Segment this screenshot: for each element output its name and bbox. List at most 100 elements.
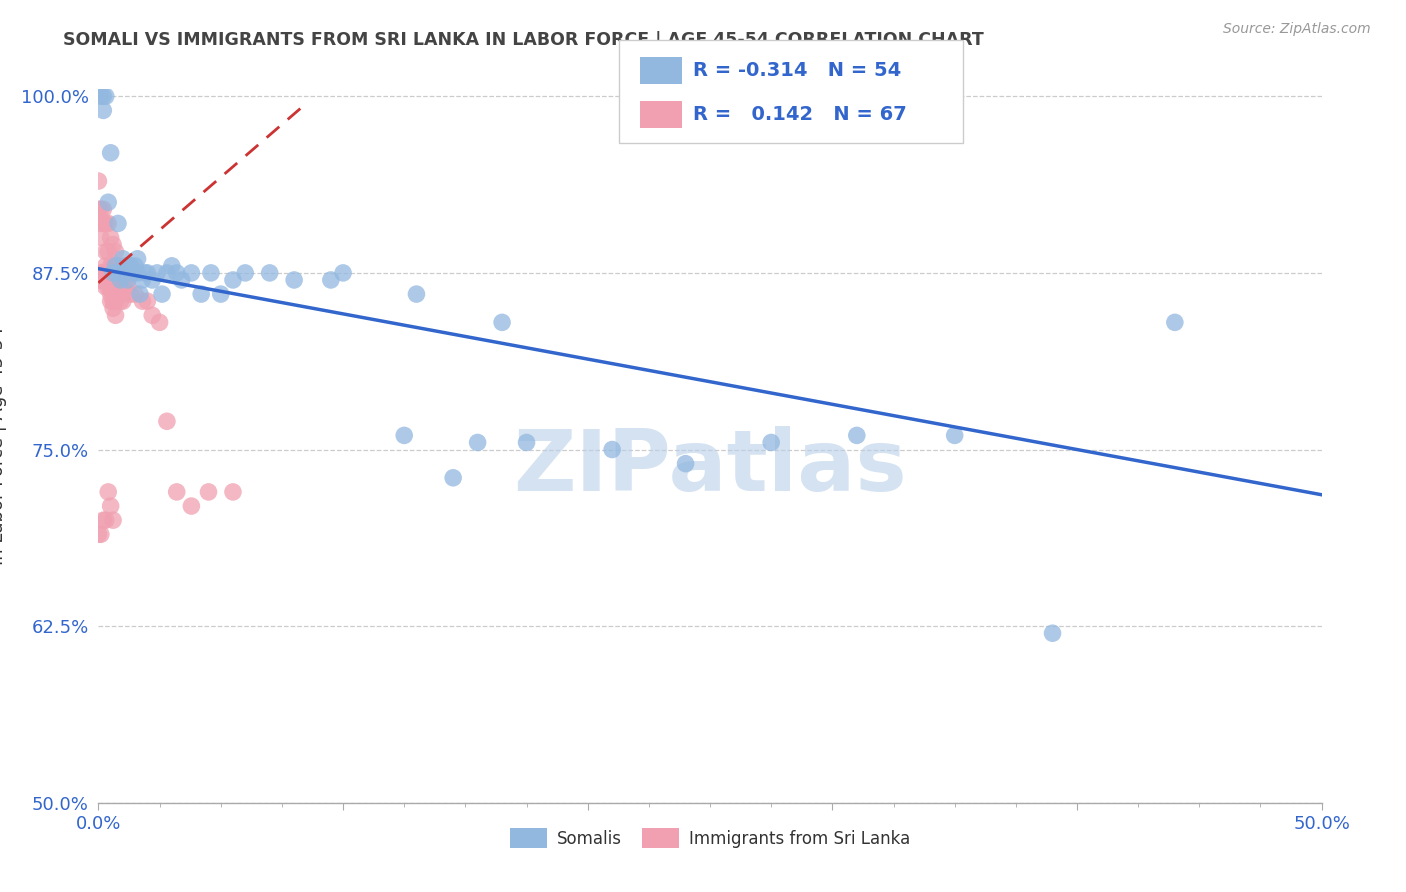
- Point: [675, 457, 697, 471]
- Point: [127, 266, 149, 280]
- Point: [222, 273, 245, 287]
- Text: R = -0.314   N = 54: R = -0.314 N = 54: [693, 62, 901, 80]
- Point: [91, 216, 114, 230]
- Point: [97, 280, 120, 294]
- Point: [117, 273, 139, 287]
- Point: [127, 252, 149, 266]
- Point: [90, 527, 112, 541]
- Point: [197, 484, 219, 499]
- Text: ZIPatlas: ZIPatlas: [513, 425, 907, 509]
- Point: [90, 202, 112, 217]
- Point: [90, 89, 112, 103]
- Point: [170, 273, 193, 287]
- Point: [101, 259, 124, 273]
- Text: R =   0.142   N = 67: R = 0.142 N = 67: [693, 105, 907, 124]
- Point: [107, 259, 129, 273]
- Point: [114, 273, 136, 287]
- Point: [160, 259, 183, 273]
- Point: [283, 273, 305, 287]
- Point: [97, 244, 120, 259]
- Point: [90, 266, 112, 280]
- Point: [117, 280, 139, 294]
- Point: [190, 287, 212, 301]
- Point: [441, 471, 464, 485]
- Point: [515, 435, 537, 450]
- Point: [101, 266, 124, 280]
- Point: [600, 442, 623, 457]
- Point: [87, 202, 110, 217]
- Point: [100, 499, 122, 513]
- Point: [94, 89, 117, 103]
- Point: [120, 259, 142, 273]
- Point: [146, 266, 169, 280]
- Point: [136, 266, 159, 280]
- Point: [101, 280, 124, 294]
- Point: [101, 294, 124, 309]
- Point: [100, 259, 122, 273]
- Point: [141, 273, 163, 287]
- Point: [150, 287, 173, 301]
- Point: [94, 244, 117, 259]
- Point: [111, 252, 134, 266]
- Point: [467, 435, 489, 450]
- Point: [222, 484, 245, 499]
- Point: [111, 280, 134, 294]
- Point: [107, 287, 129, 301]
- Text: Source: ZipAtlas.com: Source: ZipAtlas.com: [1223, 22, 1371, 37]
- Point: [156, 414, 179, 428]
- Legend: Somalis, Immigrants from Sri Lanka: Somalis, Immigrants from Sri Lanka: [503, 822, 917, 855]
- Point: [90, 273, 112, 287]
- Point: [94, 266, 117, 280]
- Point: [94, 513, 117, 527]
- Point: [90, 230, 112, 244]
- Point: [209, 287, 232, 301]
- Point: [233, 266, 256, 280]
- Point: [111, 266, 134, 280]
- Point: [124, 287, 146, 301]
- Point: [104, 308, 127, 322]
- Point: [943, 428, 966, 442]
- Point: [134, 266, 156, 280]
- Point: [131, 273, 153, 287]
- Point: [97, 216, 120, 230]
- Point: [166, 484, 188, 499]
- Point: [141, 308, 163, 322]
- Point: [1042, 626, 1064, 640]
- Point: [87, 527, 110, 541]
- Point: [101, 301, 124, 316]
- Point: [97, 195, 120, 210]
- Point: [120, 287, 142, 301]
- Point: [117, 259, 139, 273]
- Point: [101, 237, 124, 252]
- Point: [91, 89, 114, 103]
- Point: [107, 266, 129, 280]
- Point: [100, 145, 122, 160]
- Point: [97, 484, 120, 499]
- Point: [761, 435, 783, 450]
- Point: [100, 294, 122, 309]
- Point: [100, 266, 122, 280]
- Point: [100, 230, 122, 244]
- Point: [101, 513, 124, 527]
- Point: [332, 266, 354, 280]
- Point: [110, 266, 132, 280]
- Point: [110, 280, 132, 294]
- Point: [110, 294, 132, 309]
- Point: [156, 266, 179, 280]
- Point: [91, 103, 114, 118]
- Point: [1164, 315, 1187, 329]
- Point: [94, 216, 117, 230]
- Point: [87, 273, 110, 287]
- Point: [180, 266, 202, 280]
- Point: [101, 266, 124, 280]
- Point: [91, 513, 114, 527]
- Point: [180, 499, 202, 513]
- Point: [104, 294, 127, 309]
- Point: [259, 266, 281, 280]
- Point: [114, 259, 136, 273]
- Point: [319, 273, 342, 287]
- Point: [124, 259, 146, 273]
- Point: [131, 294, 153, 309]
- Point: [100, 280, 122, 294]
- Y-axis label: In Labor Force | Age 45-54: In Labor Force | Age 45-54: [0, 326, 7, 566]
